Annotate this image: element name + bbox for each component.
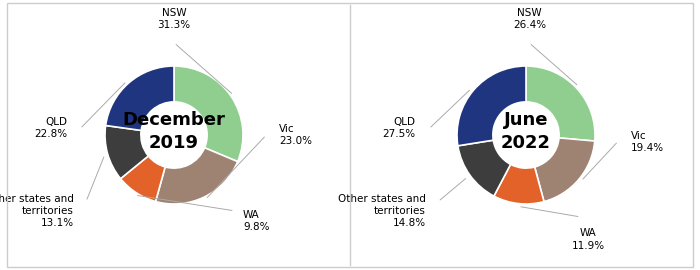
Text: QLD
27.5%: QLD 27.5%	[382, 117, 416, 139]
Wedge shape	[535, 138, 595, 202]
Wedge shape	[457, 66, 526, 146]
Text: NSW
26.4%: NSW 26.4%	[513, 8, 546, 30]
Wedge shape	[120, 156, 165, 201]
Text: QLD
22.8%: QLD 22.8%	[34, 117, 67, 139]
Wedge shape	[155, 148, 238, 204]
Text: NSW
31.3%: NSW 31.3%	[158, 8, 190, 30]
Text: June
2022: June 2022	[501, 112, 551, 152]
Wedge shape	[105, 126, 148, 179]
Wedge shape	[106, 66, 174, 130]
Text: Other states and
territories
14.8%: Other states and territories 14.8%	[338, 194, 426, 228]
Wedge shape	[526, 66, 595, 141]
Text: Other states and
territories
13.1%: Other states and territories 13.1%	[0, 194, 74, 228]
Text: Vic
23.0%: Vic 23.0%	[279, 124, 312, 146]
Text: December
2019: December 2019	[122, 112, 225, 152]
Text: WA
11.9%: WA 11.9%	[571, 228, 605, 251]
Wedge shape	[458, 140, 510, 196]
Text: Vic
19.4%: Vic 19.4%	[631, 131, 664, 153]
Text: WA
9.8%: WA 9.8%	[243, 210, 270, 232]
Wedge shape	[174, 66, 243, 162]
Wedge shape	[494, 164, 544, 204]
